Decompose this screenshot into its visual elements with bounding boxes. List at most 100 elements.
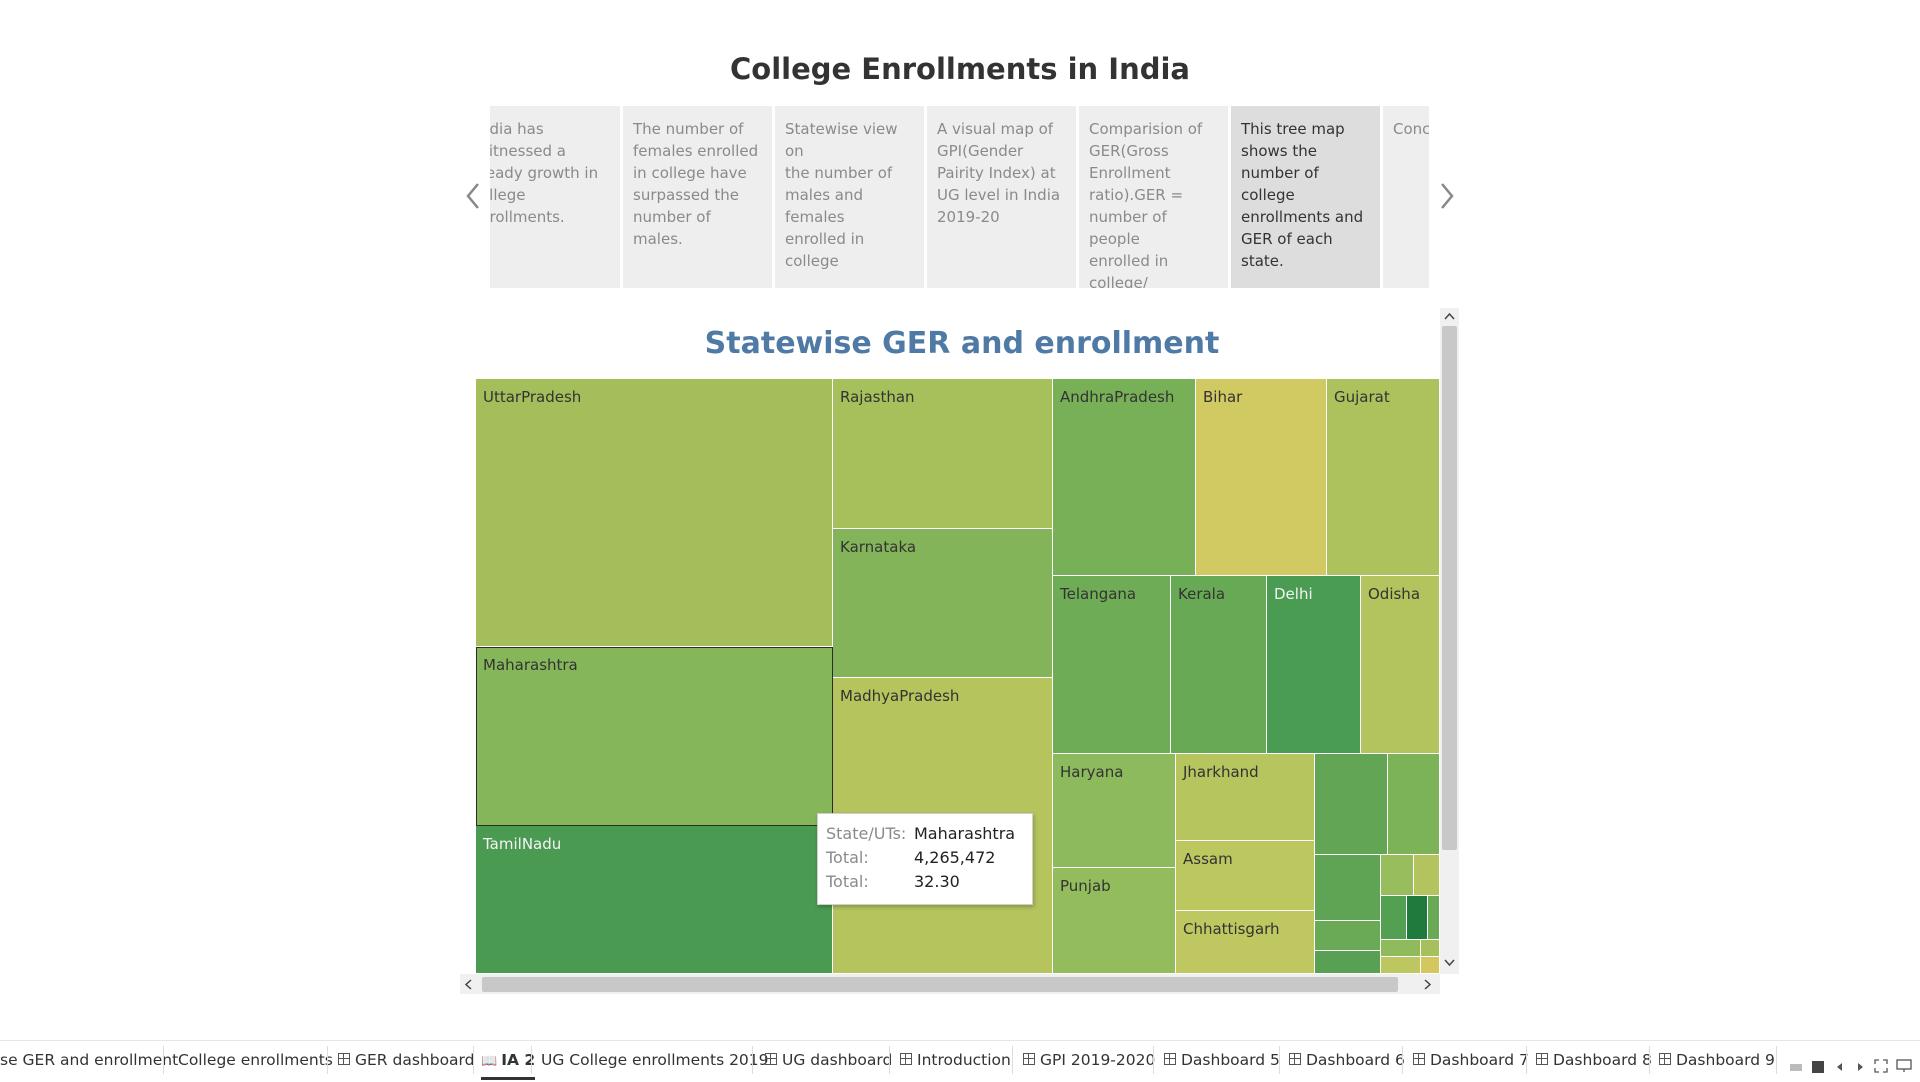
previous-arrow-icon[interactable] — [458, 178, 488, 214]
previous-sheet-icon[interactable] — [1834, 1061, 1844, 1073]
dashboard-grid-icon — [1413, 1053, 1425, 1065]
story-point-divider — [924, 106, 927, 288]
story-point[interactable]: Comparision of GER(Gross Enrollment rati… — [1079, 106, 1228, 288]
tab-label: Dashboard 8 — [1553, 1051, 1652, 1069]
tile-small[interactable] — [1315, 855, 1381, 921]
tile-bihar[interactable]: Bihar — [1196, 379, 1327, 576]
tab-college-enrollments[interactable]: College enrollments — [178, 1040, 333, 1080]
tile-label: TamilNadu — [483, 835, 562, 853]
tooltip-row: Total: 32.30 — [826, 872, 960, 891]
tile-small[interactable] — [1428, 896, 1440, 940]
tile-andhrapradesh[interactable]: AndhraPradesh — [1053, 379, 1196, 576]
tile-small[interactable] — [1381, 855, 1414, 896]
fullscreen-icon[interactable] — [1874, 1059, 1888, 1073]
dashboard-grid-icon — [900, 1053, 912, 1065]
tab-statewise-ger[interactable]: se GER and enrollment — [0, 1040, 178, 1080]
story-point-text: The number of females enrolled in colleg… — [633, 120, 759, 248]
tab-separator — [1402, 1046, 1403, 1074]
tab-separator — [1776, 1046, 1777, 1074]
tile-small[interactable] — [1414, 855, 1440, 896]
story-point-divider — [620, 106, 623, 288]
tile-jharkhand[interactable]: Jharkhand — [1176, 754, 1315, 841]
tile-tamilnadu[interactable]: TamilNadu — [476, 826, 833, 974]
tab-separator — [163, 1046, 164, 1074]
tile-small[interactable] — [1315, 921, 1381, 951]
tile-kerala[interactable]: Kerala — [1171, 576, 1267, 754]
tab-gpi-2019-2020[interactable]: GPI 2019-2020 — [1023, 1040, 1155, 1080]
tile-small[interactable] — [1381, 896, 1407, 940]
tab-label: College enrollments — [178, 1051, 333, 1069]
dashboard-grid-icon — [1289, 1053, 1301, 1065]
tab-label: UG College enrollments 2019 — [541, 1051, 769, 1069]
tile-odisha[interactable]: Odisha — [1361, 576, 1440, 754]
tab-ger-dashboard[interactable]: GER dashboard — [338, 1040, 475, 1080]
tile-uttarpradesh[interactable]: UttarPradesh — [476, 379, 833, 647]
vertical-scroll-thumb[interactable] — [1442, 326, 1457, 850]
tab-separator — [1012, 1046, 1013, 1074]
tile-haryana[interactable]: Haryana — [1053, 754, 1176, 868]
story-point[interactable]: The number of females enrolled in colleg… — [623, 106, 772, 288]
tab-dashboard-6[interactable]: Dashboard 6 — [1289, 1040, 1405, 1080]
tile-chhattisgarh[interactable]: Chhattisgarh — [1176, 911, 1315, 974]
tab-dashboard-7[interactable]: Dashboard 7 — [1413, 1040, 1529, 1080]
tile-small[interactable] — [1421, 957, 1440, 974]
tile-label: MadhyaPradesh — [840, 687, 960, 705]
story-point-divider — [1228, 106, 1231, 288]
tile-small[interactable] — [1407, 896, 1428, 940]
tab-dashboard-8[interactable]: Dashboard 8 — [1536, 1040, 1652, 1080]
tab-dashboard-5[interactable]: Dashboard 5 — [1164, 1040, 1280, 1080]
tile-small[interactable] — [1381, 940, 1421, 957]
tab-dashboard-9[interactable]: Dashboard 9 — [1659, 1040, 1775, 1080]
story-point-text: ndia has vitnessed a teady growth in oll… — [490, 120, 599, 226]
scroll-left-icon[interactable] — [462, 978, 474, 991]
tile-label: UttarPradesh — [483, 388, 582, 406]
tooltip-value: 4,265,472 — [914, 848, 996, 867]
tile-small[interactable] — [1315, 951, 1381, 974]
tab-ia2[interactable]: 📖 IA 2 — [481, 1040, 536, 1080]
tile-small[interactable] — [1421, 940, 1440, 957]
tile-small[interactable] — [1381, 957, 1421, 974]
show-tabs-icon[interactable] — [1811, 1060, 1825, 1074]
tab-label: Dashboard 6 — [1306, 1051, 1405, 1069]
tile-label: Karnataka — [840, 538, 917, 556]
tab-ug-college-enrollments-2019[interactable]: UG College enrollments 2019 — [541, 1040, 769, 1080]
tile-telangana[interactable]: Telangana — [1053, 576, 1171, 754]
scroll-down-icon[interactable] — [1443, 957, 1456, 969]
dashboard-grid-icon — [765, 1053, 777, 1065]
tab-label: Dashboard 9 — [1676, 1051, 1775, 1069]
tile-small[interactable] — [1388, 754, 1440, 855]
tab-ug-dashboard[interactable]: UG dashboard — [765, 1040, 892, 1080]
sheet-tab-bar — [0, 1040, 1920, 1081]
presentation-mode-icon[interactable] — [1896, 1059, 1912, 1073]
tab-separator — [531, 1046, 532, 1074]
story-point-text: This tree map shows the number of colleg… — [1241, 120, 1364, 270]
tile-karnataka[interactable]: Karnataka — [833, 529, 1053, 678]
story-point[interactable]: A visual map of GPI(Gender Pairity Index… — [927, 106, 1076, 288]
tile-delhi[interactable]: Delhi — [1267, 576, 1361, 754]
tab-introduction[interactable]: Introduction — [900, 1040, 1011, 1080]
horizontal-scroll-thumb[interactable] — [482, 977, 1398, 992]
tile-maharashtra[interactable]: Maharashtra — [476, 647, 833, 826]
tile-small[interactable] — [1315, 754, 1388, 855]
scroll-right-icon[interactable] — [1422, 978, 1434, 991]
tile-punjab[interactable]: Punjab — [1053, 868, 1176, 974]
viz-title: Statewise GER and enrollment — [704, 326, 1220, 361]
tab-label: GER dashboard — [355, 1051, 475, 1069]
story-title: College Enrollments in India — [730, 52, 1190, 86]
tab-separator — [1526, 1046, 1527, 1074]
next-sheet-icon[interactable] — [1856, 1061, 1866, 1073]
tile-assam[interactable]: Assam — [1176, 841, 1315, 911]
story-point[interactable]: Concl — [1383, 106, 1429, 288]
tile-rajasthan[interactable]: Rajasthan — [833, 379, 1053, 529]
tab-separator — [1279, 1046, 1280, 1074]
show-filmstrip-icon[interactable] — [1789, 1061, 1803, 1073]
tile-gujarat[interactable]: Gujarat — [1327, 379, 1440, 576]
story-point[interactable]: Statewise view on the number of males an… — [775, 106, 924, 288]
tile-label: Assam — [1183, 850, 1233, 868]
scroll-up-icon[interactable] — [1443, 310, 1456, 322]
tile-label: Rajasthan — [840, 388, 915, 406]
tooltip-row: State/UTs: Maharashtra — [826, 824, 1015, 843]
story-point-active[interactable]: This tree map shows the number of colleg… — [1231, 106, 1380, 288]
next-arrow-icon[interactable] — [1432, 178, 1462, 214]
tile-label: Bihar — [1203, 388, 1243, 406]
